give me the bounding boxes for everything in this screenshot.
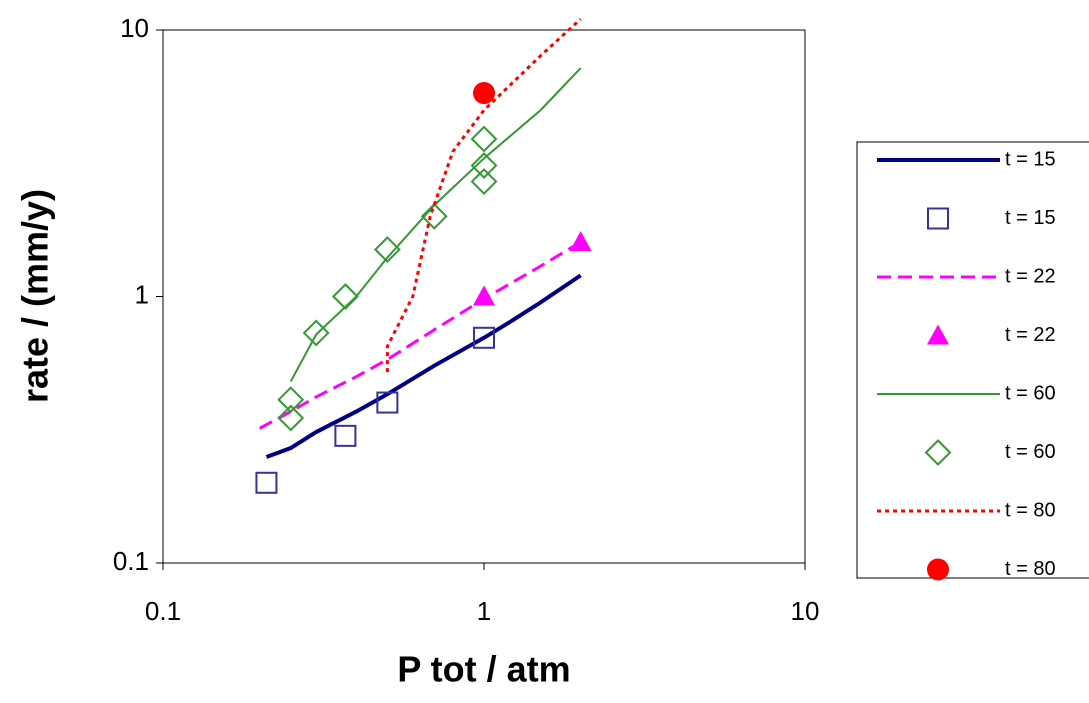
legend-label: t = 60 xyxy=(1005,382,1056,404)
y-tick-label: 10 xyxy=(120,13,149,43)
series-line xyxy=(385,17,582,373)
x-tick-label: 10 xyxy=(791,596,820,626)
legend-label: t = 22 xyxy=(1005,265,1056,287)
series-line xyxy=(265,273,582,459)
series-line xyxy=(258,240,582,430)
marker xyxy=(470,152,498,179)
marker xyxy=(470,168,498,195)
marker xyxy=(473,82,495,105)
marker xyxy=(569,231,592,252)
legend-label: t = 60 xyxy=(1005,441,1056,463)
y-tick-label: 1 xyxy=(135,279,149,309)
series-line xyxy=(289,67,582,382)
marker xyxy=(302,319,330,347)
legend-label: t = 15 xyxy=(1005,148,1056,170)
marker xyxy=(331,283,359,310)
marker xyxy=(255,471,278,494)
marker xyxy=(277,404,305,432)
marker xyxy=(470,125,498,153)
legend-swatch xyxy=(924,439,952,466)
x-tick-label: 1 xyxy=(477,596,491,626)
y-tick-label: 0.1 xyxy=(113,546,149,576)
plot-area xyxy=(255,17,592,494)
y-axis-title: rate / (mm/y) xyxy=(15,189,56,403)
legend-swatch xyxy=(927,558,949,581)
marker xyxy=(473,285,495,306)
legend-label: t = 15 xyxy=(1005,207,1056,229)
legend-label: t = 80 xyxy=(1005,558,1056,580)
legend-label: t = 22 xyxy=(1005,324,1056,346)
legend-label: t = 80 xyxy=(1005,499,1056,521)
legend-box xyxy=(856,141,1089,579)
marker xyxy=(334,424,357,447)
marker xyxy=(373,236,401,263)
marker xyxy=(420,202,448,230)
marker xyxy=(473,326,495,349)
marker xyxy=(376,391,399,414)
x-tick-label: 0.1 xyxy=(145,596,181,626)
legend-swatch xyxy=(927,324,949,345)
x-axis-title: P tot / atm xyxy=(397,649,570,690)
marker xyxy=(277,386,305,414)
legend-swatch xyxy=(927,207,949,230)
